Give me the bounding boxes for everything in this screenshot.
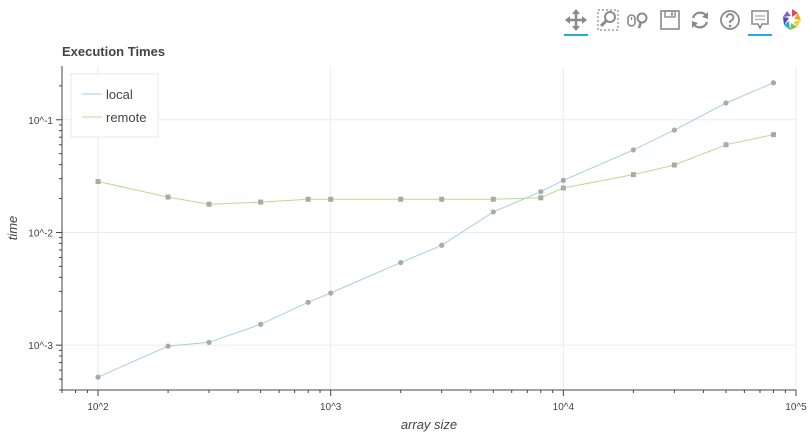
ticks: 10^2 10^3 10^4 10^5 10^-3 10^-2 10^-1 bbox=[28, 85, 807, 413]
save-tool[interactable] bbox=[656, 6, 684, 34]
data-point-remote[interactable] bbox=[770, 132, 776, 138]
x-tick-label: 10^5 bbox=[785, 402, 807, 413]
save-icon bbox=[660, 10, 680, 30]
x-tick-label: 10^4 bbox=[553, 402, 575, 413]
data-point-remote[interactable] bbox=[538, 195, 544, 201]
series-line-remote bbox=[97, 134, 774, 205]
data-point-local[interactable] bbox=[723, 100, 729, 106]
data-point-remote[interactable] bbox=[305, 196, 311, 202]
y-tick-label: 10^-3 bbox=[28, 341, 53, 352]
data-point-remote[interactable] bbox=[165, 194, 171, 200]
data-point-local[interactable] bbox=[770, 80, 777, 86]
hover-tool[interactable] bbox=[746, 6, 774, 36]
reset-tool[interactable] bbox=[686, 6, 714, 34]
chart-title: Execution Times bbox=[62, 44, 165, 59]
pan-tool[interactable] bbox=[562, 6, 590, 36]
hover-icon bbox=[751, 10, 769, 30]
help-tool[interactable] bbox=[716, 6, 744, 34]
data-point-local[interactable] bbox=[490, 209, 496, 215]
y-tick-label: 10^-1 bbox=[28, 116, 53, 127]
data-point-local[interactable] bbox=[95, 374, 101, 380]
x-axis-label: array size bbox=[401, 417, 457, 432]
data-point-local[interactable] bbox=[165, 343, 171, 349]
data-point-remote[interactable] bbox=[560, 185, 566, 191]
data-point-local[interactable] bbox=[439, 242, 445, 248]
series-lines bbox=[97, 82, 774, 378]
x-tick-label: 10^2 bbox=[87, 402, 109, 413]
data-point-remote[interactable] bbox=[328, 196, 334, 202]
box-zoom-tool[interactable] bbox=[594, 6, 622, 34]
data-point-local[interactable] bbox=[328, 290, 334, 296]
toolbar bbox=[560, 6, 810, 36]
data-point-remote[interactable] bbox=[671, 162, 677, 168]
execution-times-chart: Execution Times 10^2 10^3 10^4 10^510^-310^… bbox=[5, 44, 807, 432]
bokeh-logo[interactable] bbox=[778, 6, 806, 34]
data-point-local[interactable] bbox=[398, 260, 404, 266]
hover-tool-active-indicator bbox=[748, 34, 772, 36]
data-point-remote[interactable] bbox=[206, 201, 212, 207]
data-point-remote[interactable] bbox=[439, 196, 445, 202]
data-point-local[interactable] bbox=[630, 147, 636, 153]
series-line-local bbox=[97, 82, 774, 378]
data-point-remote[interactable] bbox=[630, 172, 636, 178]
pan-icon bbox=[565, 9, 587, 31]
data-point-remote[interactable] bbox=[258, 199, 264, 205]
wheel-zoom-icon bbox=[627, 12, 648, 29]
bokeh-logo-icon bbox=[783, 9, 801, 30]
pan-tool-active-indicator bbox=[564, 34, 588, 36]
legend-label-local: local bbox=[106, 87, 133, 102]
wheel-zoom-tool[interactable] bbox=[624, 6, 652, 34]
data-point-local[interactable] bbox=[538, 189, 544, 195]
data-point-local[interactable] bbox=[560, 177, 566, 183]
series-markers bbox=[95, 80, 777, 380]
legend: local remote bbox=[70, 73, 159, 138]
data-point-remote[interactable] bbox=[95, 179, 101, 185]
y-tick-label: 10^-2 bbox=[28, 228, 53, 239]
data-point-local[interactable] bbox=[305, 299, 311, 305]
data-point-local[interactable] bbox=[258, 321, 264, 327]
data-point-local[interactable] bbox=[671, 127, 677, 133]
legend-box bbox=[70, 73, 159, 138]
grid bbox=[62, 66, 797, 390]
data-point-local[interactable] bbox=[206, 339, 212, 345]
data-point-remote[interactable] bbox=[398, 196, 404, 202]
data-point-remote[interactable] bbox=[490, 196, 496, 202]
box-zoom-icon bbox=[597, 9, 619, 31]
help-icon bbox=[720, 10, 740, 30]
x-tick-label: 10^3 bbox=[320, 402, 342, 413]
y-axis-label: time bbox=[5, 216, 20, 241]
legend-label-remote: remote bbox=[106, 110, 146, 125]
axes bbox=[61, 66, 796, 391]
data-point-remote[interactable] bbox=[723, 142, 729, 148]
reset-icon bbox=[691, 11, 709, 29]
